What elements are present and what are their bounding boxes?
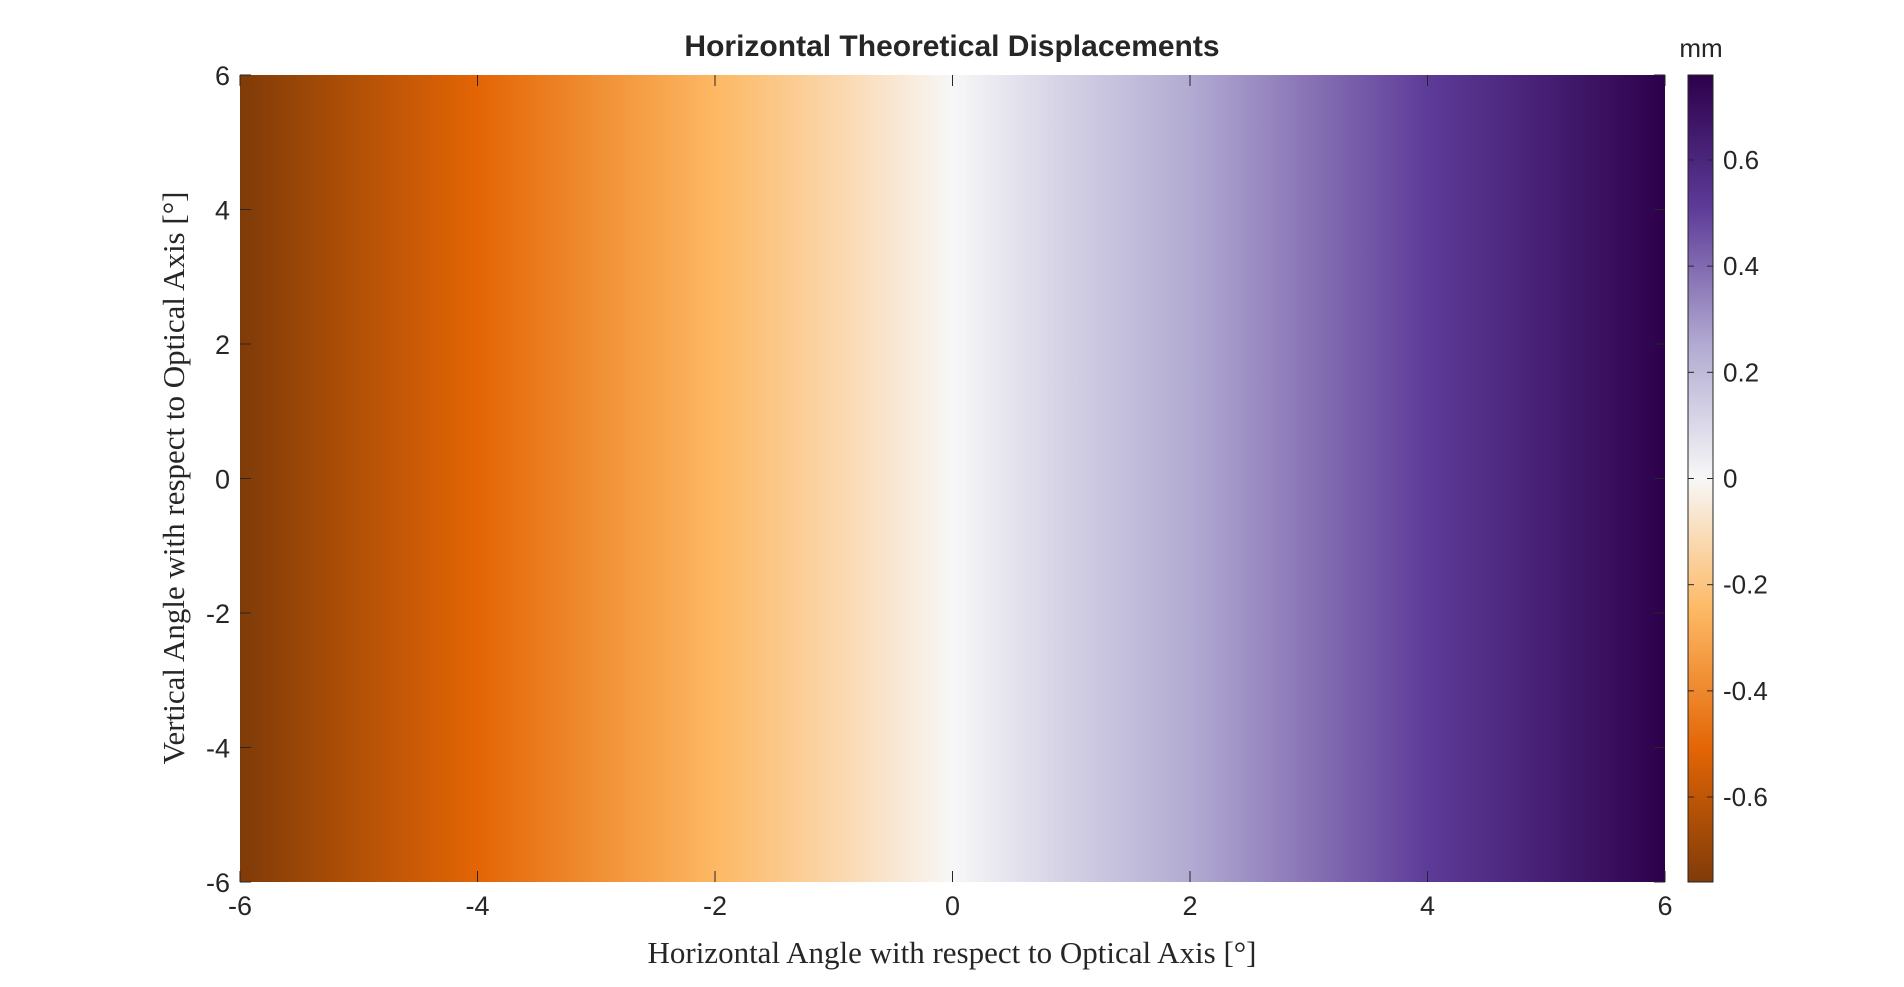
colorbar-tick-label: 0.2 [1723, 357, 1759, 387]
x-tick-label: 0 [945, 891, 960, 921]
colorbar-tick-label: -0.6 [1723, 782, 1768, 812]
x-tick-label: 4 [1420, 891, 1435, 921]
y-axis-ticks: -6 -4 -2 0 2 4 6 [206, 61, 1665, 898]
x-axis-label: Horizontal Angle with respect to Optical… [647, 935, 1256, 970]
colorbar-unit-label: mm [1679, 33, 1722, 63]
x-tick-label: -6 [228, 891, 252, 921]
x-axis-ticks: -6 -4 -2 0 2 4 6 [228, 75, 1673, 921]
x-tick-label: 6 [1657, 891, 1672, 921]
colorbar-tick-label: 0.6 [1723, 145, 1759, 175]
heatmap-field [240, 75, 1665, 882]
colorbar-tick-label: 0.4 [1723, 251, 1759, 281]
y-tick-label: 0 [215, 465, 230, 495]
y-tick-label: -6 [206, 868, 230, 898]
plot-area: -6 -4 -2 0 2 4 6 -6 -4 -2 0 2 4 6 [206, 61, 1673, 921]
x-tick-label: -2 [703, 891, 727, 921]
colorbar-tick-label: -0.2 [1723, 570, 1768, 600]
colorbar-tick-label: 0 [1723, 464, 1737, 494]
y-tick-label: 4 [215, 196, 230, 226]
x-tick-label: 2 [1182, 891, 1197, 921]
y-tick-label: -2 [206, 599, 230, 629]
chart-title: Horizontal Theoretical Displacements [684, 30, 1219, 63]
y-tick-label: -4 [206, 734, 230, 764]
x-tick-label: -4 [465, 891, 489, 921]
y-tick-label: 6 [215, 61, 230, 91]
colorbar: mm -0.6 -0.4 -0.2 0 0.2 0.4 0.6 [1679, 33, 1768, 883]
y-tick-label: 2 [215, 330, 230, 360]
y-axis-label: Vertical Angle with respect to Optical A… [156, 192, 191, 765]
colorbar-ticks: -0.6 -0.4 -0.2 0 0.2 0.4 0.6 [1688, 145, 1768, 812]
colorbar-tick-label: -0.4 [1723, 676, 1768, 706]
